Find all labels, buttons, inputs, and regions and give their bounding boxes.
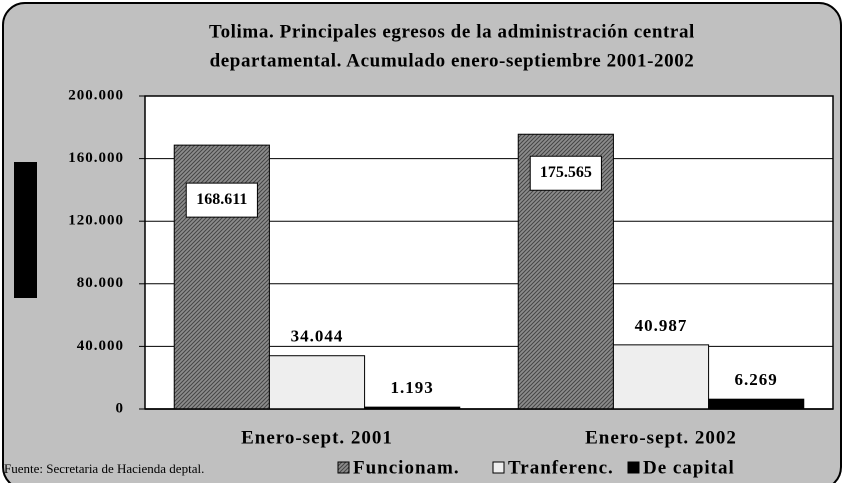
axis-label-block <box>14 162 37 298</box>
legend-label: Tranferenc. <box>508 457 614 478</box>
y-tick-label: 0 <box>116 400 125 416</box>
value-label: 1.193 <box>391 378 434 397</box>
bar <box>612 344 710 410</box>
legend-swatch <box>337 461 350 474</box>
y-tick-label: 80.000 <box>77 275 124 291</box>
value-label: 168.611 <box>196 191 247 208</box>
legend-swatch <box>492 461 505 474</box>
y-tick-label: 120.000 <box>68 213 124 229</box>
bar <box>708 398 805 410</box>
source-note: Fuente: Secretaria de Hacienda deptal. <box>4 461 204 476</box>
legend-swatch <box>627 461 640 474</box>
value-label: 6.269 <box>735 370 778 389</box>
value-label: 40.987 <box>635 316 688 335</box>
y-tick-label: 160.000 <box>68 150 124 166</box>
value-label: 34.044 <box>291 327 344 346</box>
chart-title: Tolima. Principales egresos de la admini… <box>209 21 695 42</box>
y-tick-label: 40.000 <box>77 338 124 354</box>
bar <box>268 355 366 410</box>
value-label-box <box>529 155 602 191</box>
legend-label: De capital <box>643 457 735 478</box>
x-tick-label: Enero-sept. 2001 <box>241 427 393 448</box>
value-label-box <box>185 182 258 218</box>
y-tick-label: 200.000 <box>68 87 124 103</box>
value-label: 175.565 <box>540 164 592 181</box>
x-tick-label: Enero-sept. 2002 <box>585 427 737 448</box>
legend-label: Funcionam. <box>353 457 460 478</box>
chart-title: departamental. Acumulado enero-septiembr… <box>210 50 695 71</box>
